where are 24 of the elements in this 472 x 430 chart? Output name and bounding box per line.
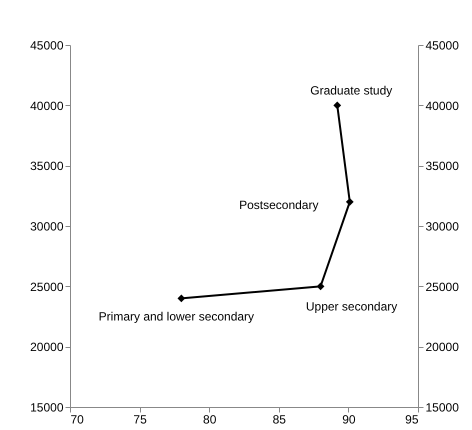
annotation: Upper secondary (306, 299, 398, 314)
y2-tick-label: 25000 (426, 280, 460, 294)
y2-tick-label: 45000 (426, 38, 460, 52)
x-tick-label: 95 (405, 412, 419, 426)
y-tick-label: 35000 (30, 159, 64, 174)
y-tick-label: 25000 (30, 280, 64, 294)
annotation: Postsecondary (239, 198, 318, 212)
x-tick-label: 70 (70, 412, 84, 426)
y2-tick-label: 40000 (426, 98, 460, 113)
y-tick-label: 30000 (30, 220, 64, 234)
y2-tick-label: 30000 (426, 220, 460, 234)
y2-tick-label: 15000 (426, 400, 460, 414)
x-tick-label: 90 (342, 412, 356, 426)
x-tick-label: 85 (272, 412, 286, 426)
y-tick-label: 45000 (30, 38, 64, 52)
x-tick-label: 75 (133, 412, 148, 426)
x-tick-label: 80 (203, 412, 217, 426)
y2-tick-label: 20000 (426, 340, 460, 354)
y-tick-label: 20000 (30, 340, 64, 354)
annotation: Graduate study (310, 83, 392, 98)
y2-tick-label: 35000 (426, 159, 460, 174)
y-tick-label: 40000 (30, 98, 64, 113)
annotation: Primary and lower secondary (98, 309, 254, 324)
y-tick-label: 15000 (30, 400, 64, 414)
